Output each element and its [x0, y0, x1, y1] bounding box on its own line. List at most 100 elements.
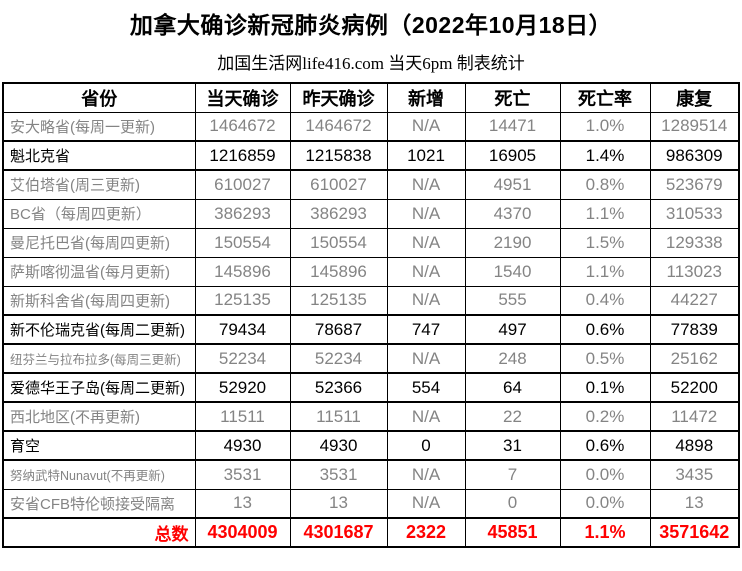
yesterday-cell: 3531: [289, 459, 388, 490]
death-rate-cell: 1.1%: [559, 256, 651, 287]
today-cell: 52234: [194, 343, 291, 374]
header-recovered: 康复: [649, 82, 740, 113]
table-row-alberta: 艾伯塔省(周三更新) 610027 610027 N/A 4951 0.8% 5…: [2, 169, 740, 200]
header-new-cases: 新增: [386, 82, 466, 113]
total-deaths-cell: 45851: [464, 517, 561, 548]
recovered-cell: 52200: [649, 372, 740, 403]
today-cell: 150554: [194, 227, 291, 258]
province-cell: 新斯科舍省(每周四更新): [2, 285, 196, 316]
province-cell: 安省CFB特伦顿接受隔离: [2, 488, 196, 519]
recovered-cell: 77839: [649, 314, 740, 345]
table-row-total: 总数 4304009 4301687 2322 45851 1.1% 35716…: [2, 517, 740, 548]
header-today-confirmed: 当天确诊: [194, 82, 291, 113]
new-cases-cell: 554: [386, 372, 466, 403]
deaths-cell: 497: [464, 314, 561, 345]
death-rate-cell: 0.6%: [559, 314, 651, 345]
province-cell: 纽芬兰与拉布拉多(每周三更新): [2, 343, 196, 374]
death-rate-cell: 1.0%: [559, 111, 651, 142]
new-cases-cell: N/A: [386, 459, 466, 490]
province-cell: 曼尼托巴省(每周四更新): [2, 227, 196, 258]
deaths-cell: 14471: [464, 111, 561, 142]
table-row-pei: 爱德华王子岛(每周二更新) 52920 52366 554 64 0.1% 52…: [2, 372, 740, 403]
province-cell: 萨斯喀彻温省(每月更新): [2, 256, 196, 287]
deaths-cell: 4951: [464, 169, 561, 200]
yesterday-cell: 11511: [289, 401, 388, 432]
province-cell: BC省（每周四更新）: [2, 198, 196, 229]
recovered-cell: 986309: [649, 140, 740, 171]
today-cell: 1464672: [194, 111, 291, 142]
recovered-cell: 3435: [649, 459, 740, 490]
yesterday-cell: 52366: [289, 372, 388, 403]
death-rate-cell: 0.2%: [559, 401, 651, 432]
table-row-nunavut: 努纳武特Nunavut(不再更新) 3531 3531 N/A 7 0.0% 3…: [2, 459, 740, 490]
today-cell: 125135: [194, 285, 291, 316]
province-cell: 新不伦瑞克省(每周二更新): [2, 314, 196, 345]
new-cases-cell: N/A: [386, 343, 466, 374]
header-province: 省份: [2, 82, 196, 113]
table-row-saskatchewan: 萨斯喀彻温省(每月更新) 145896 145896 N/A 1540 1.1%…: [2, 256, 740, 287]
new-cases-cell: N/A: [386, 198, 466, 229]
deaths-cell: 16905: [464, 140, 561, 171]
page-title: 加拿大确诊新冠肺炎病例（2022年10月18日）: [129, 12, 613, 38]
death-rate-cell: 0.5%: [559, 343, 651, 374]
table-row-yukon: 育空 4930 4930 0 31 0.6% 4898: [2, 430, 740, 461]
yesterday-cell: 52234: [289, 343, 388, 374]
province-cell: 西北地区(不再更新): [2, 401, 196, 432]
header-deaths: 死亡: [464, 82, 561, 113]
today-cell: 13: [194, 488, 291, 519]
deaths-cell: 555: [464, 285, 561, 316]
total-recovered-cell: 3571642: [649, 517, 740, 548]
total-death-rate-cell: 1.1%: [559, 517, 651, 548]
yesterday-cell: 78687: [289, 314, 388, 345]
recovered-cell: 1289514: [649, 111, 740, 142]
page-subtitle: 加国生活网life416.com 当天6pm 制表统计: [217, 54, 525, 73]
new-cases-cell: 747: [386, 314, 466, 345]
death-rate-cell: 1.1%: [559, 198, 651, 229]
yesterday-cell: 386293: [289, 198, 388, 229]
recovered-cell: 523679: [649, 169, 740, 200]
table-row-quebec: 魁北克省 1216859 1215838 1021 16905 1.4% 986…: [2, 140, 740, 171]
new-cases-cell: 1021: [386, 140, 466, 171]
recovered-cell: 44227: [649, 285, 740, 316]
deaths-cell: 1540: [464, 256, 561, 287]
total-today-cell: 4304009: [194, 517, 291, 548]
death-rate-cell: 1.4%: [559, 140, 651, 171]
today-cell: 145896: [194, 256, 291, 287]
new-cases-cell: N/A: [386, 488, 466, 519]
province-cell: 育空: [2, 430, 196, 461]
deaths-cell: 248: [464, 343, 561, 374]
total-label: 总数: [2, 517, 196, 548]
yesterday-cell: 4930: [289, 430, 388, 461]
deaths-cell: 31: [464, 430, 561, 461]
new-cases-cell: N/A: [386, 111, 466, 142]
new-cases-cell: 0: [386, 430, 466, 461]
province-cell: 努纳武特Nunavut(不再更新): [2, 459, 196, 490]
province-cell: 魁北克省: [2, 140, 196, 171]
new-cases-cell: N/A: [386, 256, 466, 287]
header-yesterday-confirmed: 昨天确诊: [289, 82, 388, 113]
table-row-nova-scotia: 新斯科舍省(每周四更新) 125135 125135 N/A 555 0.4% …: [2, 285, 740, 316]
death-rate-cell: 0.0%: [559, 459, 651, 490]
yesterday-cell: 1464672: [289, 111, 388, 142]
covid-stats-table: 省份 当天确诊 昨天确诊 新增 死亡 死亡率 康复 安大略省(每周一更新) 14…: [2, 82, 740, 548]
death-rate-cell: 0.4%: [559, 285, 651, 316]
recovered-cell: 11472: [649, 401, 740, 432]
deaths-cell: 0: [464, 488, 561, 519]
today-cell: 386293: [194, 198, 291, 229]
death-rate-cell: 0.6%: [559, 430, 651, 461]
table-row-northwest-territories: 西北地区(不再更新) 11511 11511 N/A 22 0.2% 11472: [2, 401, 740, 432]
total-yesterday-cell: 4301687: [289, 517, 388, 548]
yesterday-cell: 125135: [289, 285, 388, 316]
table-row-ontario: 安大略省(每周一更新) 1464672 1464672 N/A 14471 1.…: [2, 111, 740, 142]
header-death-rate: 死亡率: [559, 82, 651, 113]
deaths-cell: 64: [464, 372, 561, 403]
recovered-cell: 13: [649, 488, 740, 519]
new-cases-cell: N/A: [386, 401, 466, 432]
death-rate-cell: 1.5%: [559, 227, 651, 258]
province-cell: 安大略省(每周一更新): [2, 111, 196, 142]
today-cell: 79434: [194, 314, 291, 345]
table-row-manitoba: 曼尼托巴省(每周四更新) 150554 150554 N/A 2190 1.5%…: [2, 227, 740, 258]
recovered-cell: 113023: [649, 256, 740, 287]
deaths-cell: 7: [464, 459, 561, 490]
